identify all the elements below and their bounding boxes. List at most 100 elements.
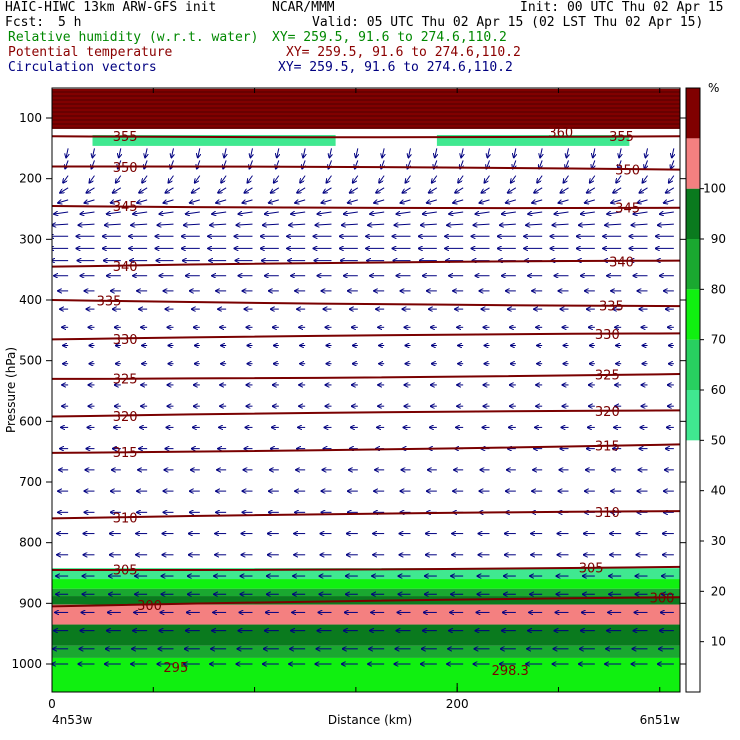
wind-vector bbox=[539, 160, 542, 168]
wind-vector bbox=[559, 200, 569, 203]
y-tick-label-700: 700 bbox=[19, 475, 42, 489]
theta-contour-350 bbox=[52, 165, 680, 171]
wind-vector bbox=[210, 224, 227, 225]
wind-vector bbox=[63, 175, 69, 183]
wind-vector bbox=[186, 212, 200, 214]
wind-vector bbox=[350, 187, 359, 193]
wind-vector bbox=[394, 224, 411, 225]
wind-vector bbox=[619, 148, 621, 157]
wind-vector bbox=[534, 187, 543, 193]
wind-vector bbox=[669, 175, 675, 183]
wind-vector bbox=[432, 175, 438, 183]
wind-vector bbox=[473, 224, 490, 225]
rh-region-0 bbox=[52, 88, 680, 129]
theta-label-325: 325 bbox=[595, 369, 620, 384]
colorbar-tick-label-20: 20 bbox=[711, 584, 726, 598]
theta-label-300: 300 bbox=[137, 599, 162, 614]
wind-vector bbox=[265, 212, 279, 214]
theta-label-315: 315 bbox=[113, 446, 138, 461]
wind-vector bbox=[54, 212, 69, 214]
wind-vector bbox=[321, 200, 332, 203]
wind-vector bbox=[638, 200, 648, 203]
wind-vector bbox=[92, 148, 94, 157]
theta-label-315: 315 bbox=[595, 440, 620, 455]
theta-label-330: 330 bbox=[595, 328, 620, 343]
theta-label-300: 300 bbox=[650, 592, 675, 607]
y-tick-label-400: 400 bbox=[19, 293, 42, 307]
wind-vector bbox=[269, 200, 279, 203]
colorbar-tick-label-90: 90 bbox=[711, 232, 726, 246]
theta-label-310: 310 bbox=[595, 506, 620, 521]
wind-vector bbox=[396, 212, 411, 214]
wind-vector bbox=[658, 224, 674, 225]
wind-vector bbox=[221, 175, 227, 183]
wind-vector bbox=[643, 175, 648, 183]
wind-vector bbox=[212, 212, 227, 214]
wind-vector bbox=[461, 148, 463, 157]
wind-vector bbox=[514, 148, 516, 157]
wind-vector bbox=[297, 187, 306, 193]
theta-contour-315 bbox=[52, 443, 680, 454]
wind-vector bbox=[511, 175, 517, 183]
wind-vector bbox=[376, 187, 385, 193]
wind-vector bbox=[458, 175, 464, 183]
wind-vector bbox=[218, 187, 227, 193]
wind-vector bbox=[86, 187, 95, 193]
wind-vector bbox=[119, 148, 121, 157]
wind-vector bbox=[664, 200, 674, 203]
wind-vector bbox=[561, 187, 569, 193]
wind-vector bbox=[159, 212, 174, 214]
wind-vector bbox=[66, 148, 68, 157]
wind-vector bbox=[342, 224, 358, 225]
wind-vector bbox=[198, 148, 200, 157]
wind-vector bbox=[300, 175, 306, 183]
wind-vector bbox=[111, 200, 121, 203]
wind-vector bbox=[611, 200, 622, 203]
wind-vector bbox=[500, 224, 516, 225]
wind-vector bbox=[532, 200, 543, 203]
theta-label-345: 345 bbox=[615, 202, 640, 217]
rh-region-3 bbox=[52, 568, 680, 580]
wind-vector bbox=[60, 187, 69, 193]
contour-label-layer: 300 300 305 305 310 310 315 315 320 320 325 325 330 3… bbox=[97, 126, 675, 679]
y-tick-label-300: 300 bbox=[19, 232, 42, 246]
init-time: Init: 00 UTC Thu 02 Apr 15 bbox=[520, 0, 724, 15]
wind-vector bbox=[271, 187, 280, 193]
wind-vector bbox=[326, 175, 332, 183]
wind-vector bbox=[585, 200, 595, 203]
colorbar-unit: % bbox=[708, 81, 719, 95]
wind-vector bbox=[672, 148, 674, 157]
theta-label-325: 325 bbox=[113, 372, 138, 387]
wind-vector bbox=[116, 175, 122, 183]
wind-vector bbox=[646, 148, 648, 157]
rh-region-10 bbox=[52, 657, 680, 692]
wind-vector bbox=[447, 224, 464, 225]
wind-vector bbox=[487, 148, 489, 157]
colorbar-tick-label-80: 80 bbox=[711, 282, 726, 296]
wind-vector bbox=[453, 200, 464, 203]
wind-vector bbox=[274, 175, 280, 183]
wind-vector bbox=[329, 148, 331, 157]
wind-vector bbox=[137, 200, 148, 203]
field-rh-name: Relative humidity (w.r.t. water) bbox=[8, 30, 259, 45]
wind-vector bbox=[553, 224, 569, 225]
colorbar-tick-label-40: 40 bbox=[711, 484, 726, 498]
wind-vector bbox=[244, 187, 253, 193]
theta-label-350: 350 bbox=[615, 163, 640, 178]
y-tick-label-800: 800 bbox=[19, 536, 42, 550]
x-axis-title: Distance (km) bbox=[328, 713, 412, 727]
wind-vector bbox=[168, 175, 174, 183]
wind-vector bbox=[402, 187, 411, 193]
fcst-label: Fcst: bbox=[5, 15, 45, 30]
x-tick-label-200: 200 bbox=[446, 697, 469, 711]
theta-label-320: 320 bbox=[595, 405, 620, 420]
theta-contour-layer bbox=[52, 91, 680, 608]
field-vectors-xy: XY= 259.5, 91.6 to 274.6,110.2 bbox=[278, 60, 513, 75]
wind-vector bbox=[475, 212, 490, 214]
y-tick-label-1000: 1000 bbox=[11, 657, 42, 671]
wind-vector bbox=[224, 148, 226, 157]
colorbar-level-80 bbox=[686, 239, 700, 290]
wind-vector bbox=[605, 224, 622, 225]
rh-region-4 bbox=[52, 579, 680, 589]
